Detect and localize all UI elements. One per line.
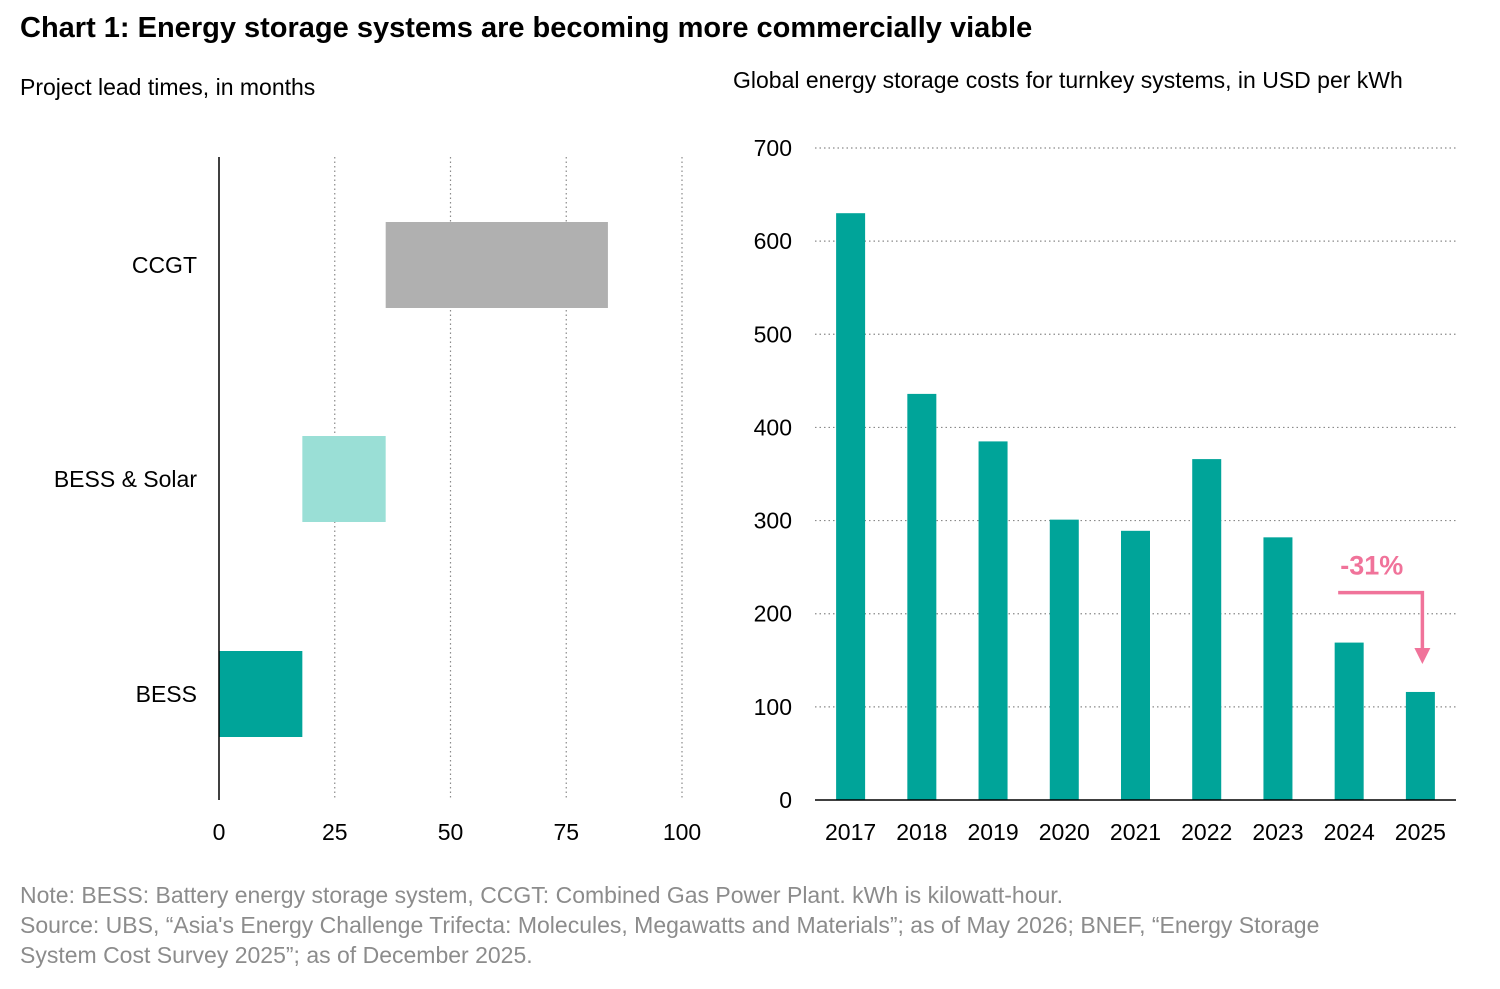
x-tick-label-75: 75: [553, 819, 579, 845]
x-tick-label-2020: 2020: [1039, 819, 1090, 845]
category-label-bess: BESS: [136, 681, 197, 707]
y-tick-label-400: 400: [754, 414, 792, 440]
x-tick-label-100: 100: [663, 819, 701, 845]
cost-bar-2024: [1334, 642, 1364, 800]
x-tick-label-2021: 2021: [1110, 819, 1161, 845]
y-tick-label-100: 100: [754, 694, 792, 720]
cost-bar-2022: [1192, 459, 1222, 800]
x-tick-label-2023: 2023: [1252, 819, 1303, 845]
source-text-line-2: System Cost Survey 2025”; as of December…: [20, 942, 533, 968]
lead-times-chart: 0 25 50 75 100 CCGT BESS & Solar BESS: [54, 157, 701, 845]
cost-bar-2023: [1263, 537, 1293, 800]
y-tick-label-700: 700: [754, 135, 792, 161]
y-tick-label-300: 300: [754, 508, 792, 534]
storage-costs-chart: 0 100 200 300 400 500 600 700 2017 2018 2019 2020 20…: [754, 135, 1456, 845]
category-label-ccgt: CCGT: [132, 252, 197, 278]
y-tick-label-200: 200: [754, 601, 792, 627]
x-tick-label-2019: 2019: [967, 819, 1018, 845]
x-tick-label-25: 25: [322, 819, 348, 845]
cost-bar-2025: [1405, 691, 1435, 800]
cost-bar-2018: [907, 393, 937, 800]
x-tick-label-2025: 2025: [1395, 819, 1446, 845]
x-tick-label-2022: 2022: [1181, 819, 1232, 845]
decline-percent-label: -31%: [1340, 551, 1403, 581]
footnotes: Note: BESS: Battery energy storage syste…: [20, 880, 1490, 970]
x-tick-label-2018: 2018: [896, 819, 947, 845]
cost-bar-2017: [836, 213, 866, 800]
cost-bar-2021: [1121, 530, 1150, 800]
y-tick-label-600: 600: [754, 228, 792, 254]
category-label-bess-solar: BESS & Solar: [54, 466, 198, 492]
x-tick-label-0: 0: [213, 819, 226, 845]
lead-times-chart-title: Project lead times, in months: [20, 74, 316, 100]
lead-time-bar-bess-solar: [302, 436, 386, 522]
x-tick-label-2017: 2017: [825, 819, 876, 845]
cost-bar-2020: [1049, 519, 1079, 800]
x-tick-label-50: 50: [438, 819, 464, 845]
note-text: Note: BESS: Battery energy storage syste…: [20, 882, 1064, 908]
source-text-line-1: Source: UBS, “Asia's Energy Challenge Tr…: [20, 912, 1320, 938]
chart-title: Chart 1: Energy storage systems are beco…: [20, 12, 1033, 44]
cost-bar-2019: [978, 441, 1008, 800]
lead-time-bar-ccgt: [385, 222, 608, 308]
lead-time-bar-bess: [219, 651, 303, 737]
x-tick-label-2024: 2024: [1324, 819, 1375, 845]
decline-arrow-head: [1414, 647, 1431, 664]
y-tick-label-500: 500: [754, 321, 792, 347]
y-tick-label-0: 0: [779, 787, 792, 813]
storage-costs-chart-title: Global energy storage costs for turnkey …: [733, 67, 1403, 93]
decline-arrow-line: [1338, 590, 1425, 650]
charts-canvas: 0 25 50 75 100 CCGT BESS & Solar BESS 0 100 200 30…: [54, 135, 1456, 845]
